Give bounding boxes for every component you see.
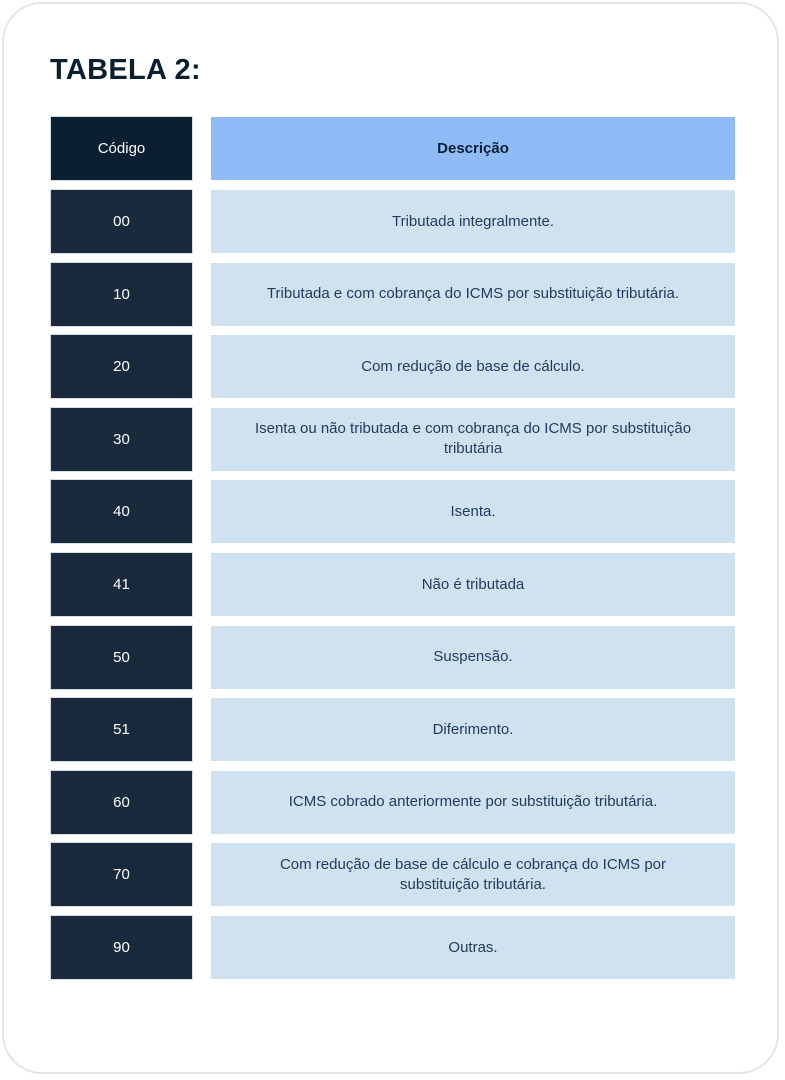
row-code: 30 (51, 407, 192, 471)
row-description: Com redução de base de cálculo e cobranç… (211, 843, 735, 907)
table-row: 30 Isenta ou não tributada e com cobranç… (51, 407, 735, 471)
table-row: 90 Outras. (51, 916, 735, 979)
row-code: 51 (51, 698, 192, 762)
row-description: ICMS cobrado anteriormente por substitui… (211, 770, 735, 834)
header-description: Descrição (211, 117, 735, 180)
row-code: 70 (51, 843, 192, 907)
row-description: Suspensão. (211, 625, 735, 689)
row-code: 50 (51, 625, 192, 689)
row-code: 41 (51, 553, 192, 616)
header-code: Código (51, 117, 192, 180)
table-header: Código Descrição (51, 117, 735, 180)
table-row: 70 Com redução de base de cálculo e cobr… (51, 843, 735, 907)
table-row: 10 Tributada e com cobrança do ICMS por … (51, 262, 735, 326)
table-row: 50 Suspensão. (51, 625, 735, 689)
row-description: Não é tributada (211, 553, 735, 616)
row-code: 40 (51, 480, 192, 544)
row-code: 00 (51, 190, 192, 253)
row-code: 90 (51, 916, 192, 979)
page-title: TABELA 2: (50, 54, 201, 86)
table-row: 20 Com redução de base de cálculo. (51, 335, 735, 399)
row-code: 10 (51, 262, 192, 326)
row-code: 20 (51, 335, 192, 399)
row-description: Isenta. (211, 480, 735, 544)
row-code: 60 (51, 770, 192, 834)
table-row: 60 ICMS cobrado anteriormente por substi… (51, 770, 735, 834)
row-description: Diferimento. (211, 698, 735, 762)
table-row: 51 Diferimento. (51, 698, 735, 762)
row-description: Isenta ou não tributada e com cobrança d… (211, 407, 735, 471)
row-description: Tributada e com cobrança do ICMS por sub… (211, 262, 735, 326)
row-description: Outras. (211, 916, 735, 979)
row-description: Com redução de base de cálculo. (211, 335, 735, 399)
table-row: 40 Isenta. (51, 480, 735, 544)
table-row: 41 Não é tributada (51, 553, 735, 616)
row-description: Tributada integralmente. (211, 190, 735, 253)
table-row: 00 Tributada integralmente. (51, 190, 735, 253)
